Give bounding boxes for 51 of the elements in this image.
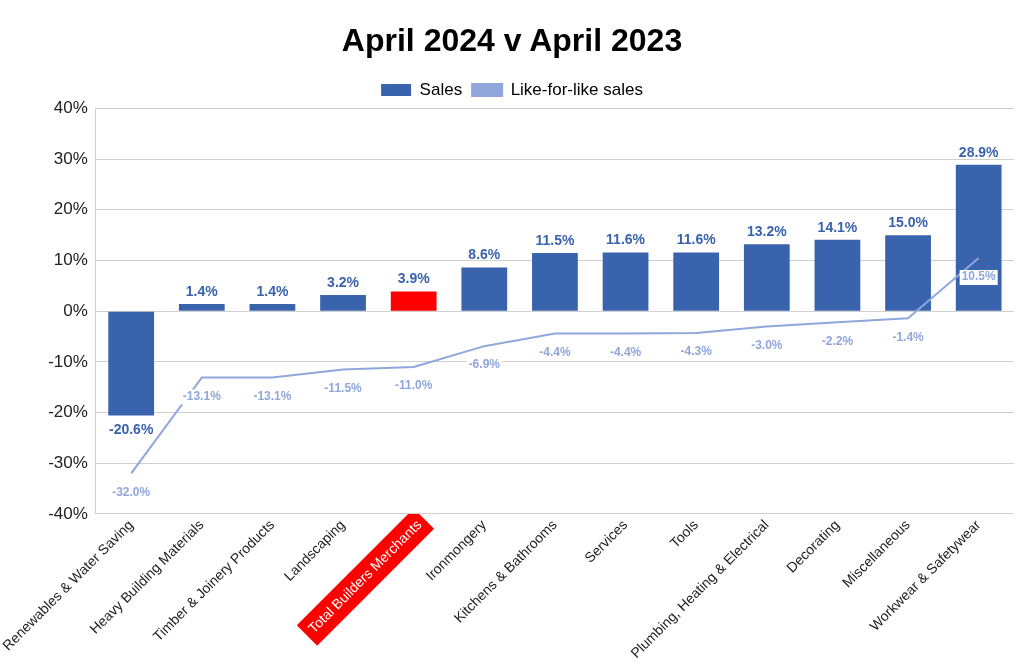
y-tick-label: -30% — [48, 452, 88, 472]
bar — [178, 304, 225, 311]
data-label: 15.0% — [888, 214, 929, 230]
data-label: -20.6% — [108, 421, 154, 438]
legend-label: Like-for-like sales — [510, 79, 643, 99]
y-tick-label: 40% — [53, 98, 88, 118]
data-label: -13.1% — [182, 388, 222, 403]
bar — [320, 294, 366, 311]
chart-title: April 2024 v April 2023 — [341, 22, 683, 59]
data-label: -6.9% — [468, 357, 501, 372]
y-tick-label: 10% — [53, 250, 88, 270]
data-label: -11.0% — [394, 378, 433, 393]
data-label: -4.4% — [609, 344, 642, 359]
data-label: -4.3% — [680, 344, 713, 359]
data-label: 14.1% — [817, 218, 858, 235]
y-tick-label: 20% — [53, 199, 88, 219]
legend-label: Sales — [419, 79, 463, 99]
y-tick-label: 30% — [53, 148, 88, 168]
data-label: 3.9% — [397, 270, 431, 287]
data-label: 11.6% — [676, 231, 717, 248]
y-tick-label: -10% — [48, 351, 88, 371]
data-label: 1.4% — [256, 282, 289, 299]
bar — [249, 304, 296, 311]
data-label: -2.2% — [821, 333, 854, 348]
data-label: 10.5% — [961, 269, 997, 284]
data-label: 11.5% — [535, 231, 575, 248]
bar — [955, 164, 1002, 311]
y-tick-label: -20% — [48, 402, 88, 422]
bar — [108, 311, 155, 416]
data-label: -13.1% — [253, 388, 292, 403]
data-label: 3.2% — [327, 273, 360, 290]
data-label: -1.4% — [892, 329, 925, 344]
bar — [743, 244, 790, 311]
data-label: 8.6% — [468, 246, 501, 263]
bar — [602, 252, 649, 311]
data-label: -4.4% — [539, 344, 571, 359]
data-label: -32.0% — [112, 484, 151, 499]
bar — [673, 252, 720, 311]
bar — [885, 235, 931, 311]
data-label: 13.2% — [746, 223, 788, 240]
data-label: 11.6% — [606, 231, 646, 248]
data-label: -11.5% — [324, 380, 363, 395]
y-tick-label: -40% — [48, 503, 88, 523]
bar — [461, 267, 508, 311]
data-label: 28.9% — [958, 143, 1000, 160]
data-label: 1.4% — [185, 282, 219, 299]
bar — [814, 239, 861, 311]
bar — [532, 252, 578, 311]
data-label: -3.0% — [751, 337, 783, 352]
y-tick-label: 0% — [63, 300, 88, 320]
bar — [390, 291, 437, 311]
